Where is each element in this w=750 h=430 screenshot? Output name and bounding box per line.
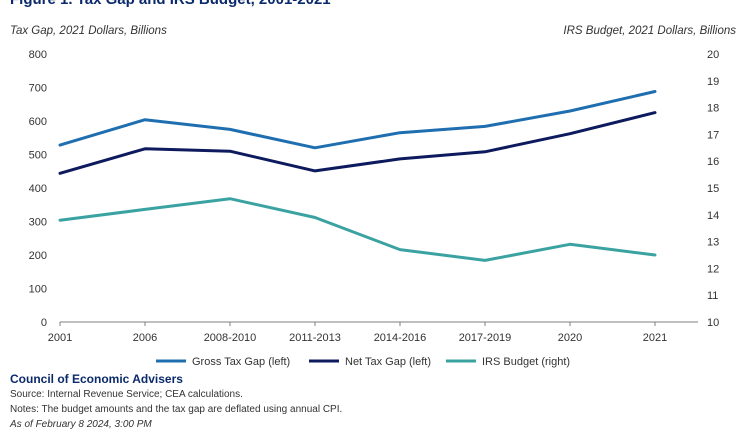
y-right-tick-label: 15 xyxy=(707,183,719,195)
y-right-tick-label: 17 xyxy=(707,129,719,141)
y-right-tick-label: 14 xyxy=(707,210,719,222)
footer-org: Council of Economic Advisers xyxy=(10,372,183,386)
legend-label-3: IRS Budget (right) xyxy=(482,356,570,368)
y-left-tick-label: 100 xyxy=(29,284,47,296)
x-tick-label: 2021 xyxy=(643,332,667,344)
y-right-tick-label: 19 xyxy=(707,76,719,88)
x-tick-label: 2006 xyxy=(133,332,157,344)
left-axis-title: Tax Gap, 2021 Dollars, Billions xyxy=(10,25,167,37)
y-left-tick-label: 800 xyxy=(29,49,47,61)
footer-notes: Notes: The budget amounts and the tax ga… xyxy=(10,404,343,415)
x-tick-label: 2017-2019 xyxy=(459,332,512,344)
y-right-tick-label: 10 xyxy=(707,317,719,329)
y-left-tick-label: 0 xyxy=(41,317,47,329)
series-line-3 xyxy=(58,197,657,262)
series-line-1 xyxy=(58,90,657,150)
footer-source: Source: Internal Revenue Service; CEA ca… xyxy=(10,389,243,400)
y-right-tick-label: 18 xyxy=(707,103,719,115)
legend-label-2: Net Tax Gap (left) xyxy=(345,356,431,368)
x-tick-label: 2008-2010 xyxy=(204,332,257,344)
y-left-tick-label: 300 xyxy=(29,217,47,229)
y-right-tick-label: 20 xyxy=(707,49,719,61)
y-right-tick-label: 13 xyxy=(707,237,719,249)
x-tick-label: 2011-2013 xyxy=(289,332,341,344)
line-chart: 0 100 200 300 400 500 600 700 800 10 11 12 13 14 15 16 1… xyxy=(29,49,720,368)
y-left-tick-label: 600 xyxy=(29,116,47,128)
y-right-tick-label: 16 xyxy=(707,156,719,168)
x-tick-label: 2020 xyxy=(558,332,582,344)
y-right-tick-label: 11 xyxy=(707,290,718,302)
chart-title: Figure 1. Tax Gap and IRS Budget, 2001-2… xyxy=(10,0,331,8)
legend-label-1: Gross Tax Gap (left) xyxy=(192,356,290,368)
series-line-2 xyxy=(58,111,657,175)
y-left-tick-label: 400 xyxy=(29,183,47,195)
x-tick-label: 2014-2016 xyxy=(374,332,427,344)
x-tick-label: 2001 xyxy=(48,332,72,344)
y-right-tick-label: 12 xyxy=(707,263,719,275)
y-left-tick-label: 500 xyxy=(29,150,47,162)
right-axis-title: IRS Budget, 2021 Dollars, Billions xyxy=(563,25,736,37)
y-left-tick-label: 200 xyxy=(29,250,47,262)
footer-as-of: As of February 8 2024, 3:00 PM xyxy=(10,419,152,430)
y-left-tick-label: 700 xyxy=(29,83,47,95)
